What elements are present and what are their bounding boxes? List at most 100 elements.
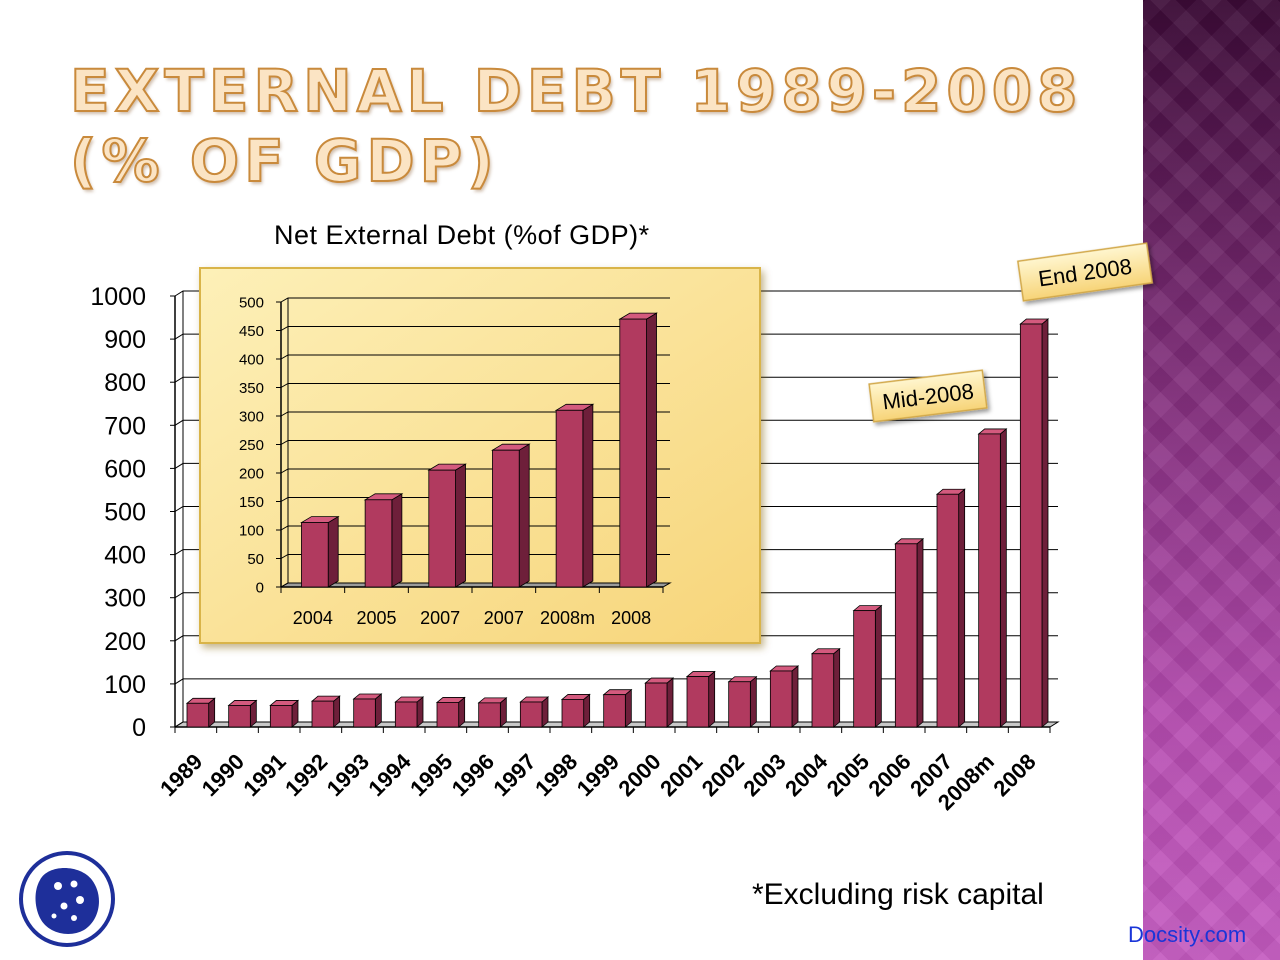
y-tick-label: 500 [239, 294, 264, 311]
bar-side [391, 493, 403, 588]
bar [491, 443, 531, 588]
y-tick-label: 0 [256, 579, 264, 596]
inset-panel [199, 267, 761, 644]
bar-side [958, 488, 966, 728]
x-tick-label: 2004 [780, 748, 833, 801]
chart-title: Net External Debt (%of GDP)* [274, 220, 650, 250]
bar-face [853, 610, 876, 728]
x-tick-label: 1991 [238, 749, 290, 801]
bar-side [749, 675, 757, 728]
x-tick-label: 2005 [356, 608, 396, 628]
bar-face [1019, 323, 1043, 728]
bar [618, 312, 658, 588]
bar-side [666, 677, 674, 728]
bar [977, 428, 1008, 728]
bar-face [364, 499, 393, 588]
bar-face [728, 681, 751, 728]
bar [554, 403, 595, 588]
bar-side [916, 537, 924, 728]
y-tick-label: 100 [104, 671, 146, 699]
bar-side [791, 665, 799, 728]
y-tick-label: 150 [239, 494, 264, 511]
x-tick-label: 2002 [697, 749, 749, 801]
bar [560, 693, 591, 728]
x-tick-label: 1990 [197, 749, 249, 801]
x-tick-label: 1995 [405, 749, 457, 801]
y-tick-label: 400 [239, 351, 264, 368]
bar-side [374, 693, 382, 728]
bar [435, 696, 466, 728]
bar-face [936, 493, 960, 728]
bar [602, 688, 633, 728]
bar [810, 647, 841, 728]
bar-face [492, 449, 520, 588]
x-tick-label: 2008 [988, 749, 1040, 801]
y-tick-label: 0 [132, 714, 146, 742]
bar-face [769, 670, 793, 728]
bar-face [978, 433, 1001, 728]
bar-face [811, 653, 835, 728]
x-tick-label: 1996 [447, 749, 499, 801]
bar [1019, 318, 1050, 728]
bar-side [646, 312, 657, 588]
bar [363, 493, 404, 588]
bar-face [311, 700, 335, 728]
x-tick-label: 2005 [822, 749, 874, 801]
y-tick-label: 400 [104, 542, 146, 570]
x-tick-label: 2006 [863, 749, 915, 801]
y-tick-label: 100 [239, 522, 264, 539]
x-tick-label: 1992 [280, 749, 332, 801]
inset-chart-layer: 0 50 100 150 200 250 300 350 400 450 500 2004 2005 20… [199, 267, 761, 644]
x-tick-label: 1997 [488, 749, 540, 801]
x-tick-label: 2000 [613, 749, 665, 801]
bar [227, 699, 258, 728]
x-tick-label: 1994 [363, 748, 416, 801]
bar-side [708, 670, 716, 728]
slide-title-line-2: (% OF GDP) [69, 126, 499, 196]
y-tick-label: 700 [104, 412, 146, 440]
y-tick-label: 900 [104, 326, 146, 354]
bar-side [582, 403, 594, 588]
slide-title-line-1: EXTERNAL DEBT 1989-2008 [69, 56, 1083, 126]
x-tick-label: 2008 [611, 608, 651, 628]
annotation-tag-bg [1017, 242, 1153, 302]
y-tick-label: 1000 [90, 283, 146, 311]
bar-face [894, 543, 918, 728]
bar-face [301, 522, 329, 588]
bar [894, 537, 925, 728]
bar [269, 699, 300, 728]
university-logo [19, 851, 115, 947]
bar [185, 697, 216, 728]
bar-face [519, 701, 543, 728]
y-tick-label: 200 [239, 465, 264, 482]
bar [394, 696, 425, 728]
bar [644, 677, 675, 728]
bar [935, 488, 966, 728]
y-tick-label: 450 [239, 323, 264, 340]
bar-face [186, 702, 210, 728]
x-tick-label: 1993 [322, 749, 374, 801]
footnote: *Excluding risk capital [752, 878, 1044, 911]
y-tick-label: 300 [104, 585, 146, 613]
x-tick-label: 2007 [484, 608, 524, 628]
y-tick-label: 600 [104, 455, 146, 483]
bar-side [518, 443, 530, 588]
y-tick-label: 250 [239, 437, 264, 454]
decorative-sidebar [1143, 0, 1280, 960]
bar-side [327, 515, 339, 588]
bar-side [999, 428, 1007, 728]
gridline [174, 678, 1058, 685]
bar [769, 665, 800, 728]
bar-side [624, 688, 632, 728]
bar-face [619, 318, 647, 588]
bar [519, 696, 550, 728]
bar-face [436, 702, 460, 728]
x-tick-label: 1998 [530, 749, 582, 801]
watermark-link[interactable]: Docsity.com [1128, 922, 1247, 947]
bar-face [478, 702, 501, 728]
bar-side [455, 463, 466, 588]
x-tick-label: 1989 [155, 749, 207, 801]
bar [727, 675, 758, 728]
x-tick-label: 2004 [293, 608, 333, 628]
y-tick-label: 300 [239, 408, 264, 425]
